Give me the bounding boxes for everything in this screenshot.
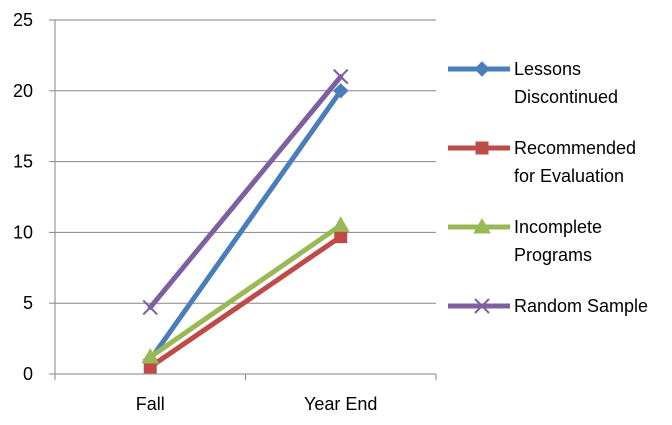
y-tick-label: 0 [23, 364, 33, 384]
series-4-point-stroke [142, 299, 158, 316]
series-2-point [334, 230, 348, 244]
series-4-line [147, 74, 344, 310]
legend-label: Discontinued [514, 87, 618, 107]
legend-label: Recommended [514, 138, 636, 158]
axes: 0 5 10 15 20 25 Fall Year End [13, 10, 437, 414]
legend-swatch-point [473, 217, 491, 234]
x-tick-label: Year End [304, 394, 377, 414]
legend-label: Programs [514, 245, 592, 265]
y-tick-label: 10 [13, 222, 33, 242]
legend-item: Incomplete Programs [448, 217, 602, 265]
legend-label: Random Sample [514, 296, 648, 316]
legend-label: Lessons [514, 59, 581, 79]
legend-swatch-point [474, 61, 490, 77]
series-3-point [141, 348, 160, 364]
y-tick-label: 20 [13, 81, 33, 101]
legend-swatch-point [475, 141, 489, 155]
series-1-line [147, 88, 344, 363]
legend-item: Random Sample [448, 296, 648, 316]
y-tick-label: 25 [13, 10, 33, 30]
legend-swatch-point [474, 298, 490, 314]
x-tick-label: Fall [136, 394, 165, 414]
series-lines [141, 68, 350, 374]
legend: Lessons Discontinued Recommended for Evalua… [448, 59, 648, 316]
legend-label: for Evaluation [514, 166, 624, 186]
series-3-line [147, 222, 344, 360]
series-1-point [333, 83, 349, 99]
series-4-point [333, 68, 349, 85]
y-tick-label: 5 [23, 293, 33, 313]
series-2-line [147, 234, 344, 370]
series-4-point-stroke [333, 68, 349, 85]
legend-item: Recommended for Evaluation [448, 138, 636, 186]
series-3-point [331, 216, 350, 232]
gridlines [55, 19, 436, 304]
legend-item: Lessons Discontinued [448, 59, 618, 107]
y-tick-label: 15 [13, 152, 33, 172]
legend-swatch-point-stroke [474, 298, 490, 314]
legend-label: Incomplete [514, 217, 602, 237]
series-4-point [142, 299, 158, 316]
